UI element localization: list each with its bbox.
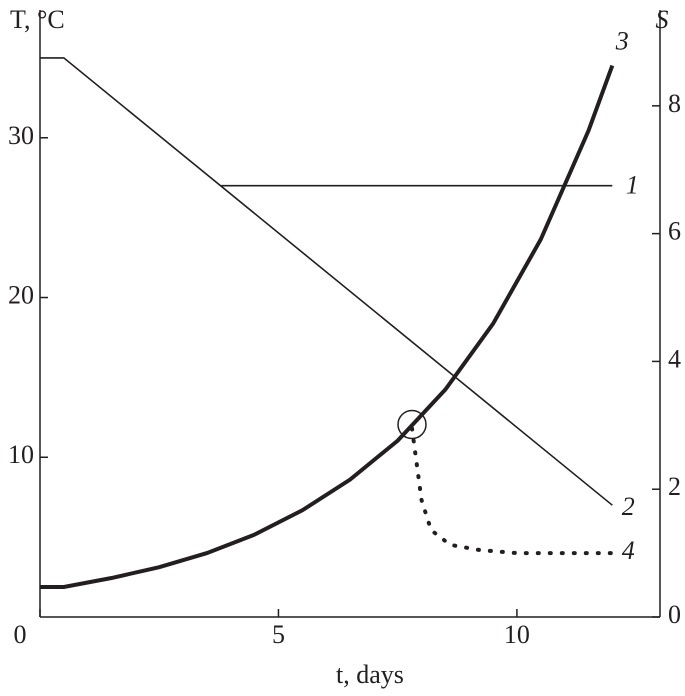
- y-tick-label: 20: [8, 280, 34, 309]
- x-tick-label: 10: [504, 620, 530, 649]
- x-tick-label: 0: [14, 620, 27, 649]
- y2-tick-label: 4: [668, 344, 681, 373]
- y2-tick-label: 0: [668, 600, 681, 629]
- y2-tick-label: 2: [668, 472, 681, 501]
- y-tick-label: 30: [8, 121, 34, 150]
- series-line: [410, 426, 615, 556]
- y2-axis-label: S: [656, 5, 669, 34]
- series-line: [40, 57, 613, 506]
- y2-tick-label: 6: [668, 217, 681, 246]
- series-label: 1: [626, 171, 639, 200]
- y2-tick-label: 8: [668, 89, 681, 118]
- series-label: 3: [615, 27, 629, 56]
- series-label: 2: [622, 492, 635, 521]
- x-axis-label: t, days: [336, 660, 404, 689]
- series-label: 4: [622, 536, 635, 565]
- series-line: [40, 64, 615, 589]
- x-tick-label: 5: [272, 620, 285, 649]
- y-axis-label: T, °C: [10, 5, 65, 34]
- y-tick-label: 10: [8, 440, 34, 469]
- highlight-marker: [397, 409, 427, 440]
